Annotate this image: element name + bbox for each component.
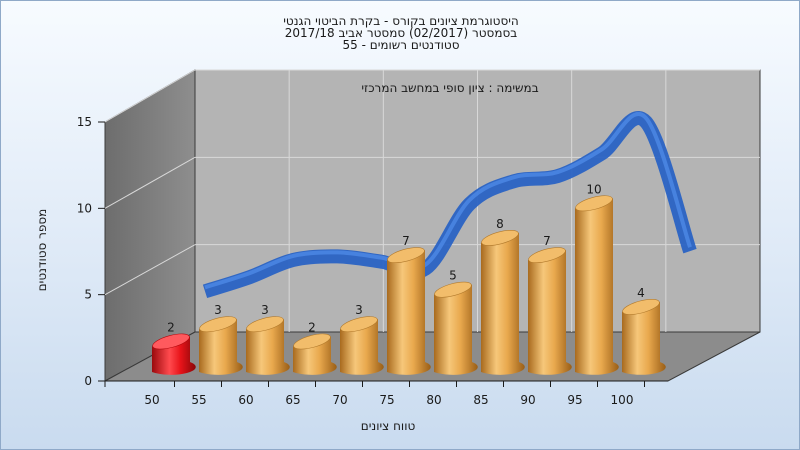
chart-subtitle: במשימה : ציון סופי במחשב המרכזי <box>361 81 538 95</box>
bar: 3 <box>199 303 243 375</box>
bar: 7 <box>528 234 572 375</box>
bar-top <box>575 195 613 212</box>
bar-body <box>528 250 572 375</box>
bar: 8 <box>481 217 525 375</box>
bar-value-label: 7 <box>543 234 551 248</box>
bar-top <box>528 247 566 264</box>
bar-value-label: 5 <box>449 269 457 283</box>
bar: 3 <box>246 303 290 375</box>
chart-title-line-1: היסטוגרמת ציונים בקורס - בקרת הביטוי הגנ… <box>283 14 519 28</box>
gridlines <box>104 69 760 332</box>
trend-ribbon <box>202 111 697 299</box>
bar: 7 <box>387 234 431 375</box>
bar-top <box>481 229 519 246</box>
x-tick-label: 50 <box>144 393 159 407</box>
bar-body <box>481 232 525 375</box>
chart-title-line-3: סטודנטים רשומים - 55 <box>342 38 460 52</box>
trend-line <box>202 111 697 299</box>
bar-top <box>246 316 284 333</box>
x-tick-label: 75 <box>379 393 394 407</box>
bar-value-label: 3 <box>261 303 269 317</box>
bar: 5 <box>434 269 478 375</box>
chart-title-line-2: בסמסטר (02/2017) סמסטר אביב 2017/18 <box>284 26 518 40</box>
x-tick-label: 100 <box>611 393 634 407</box>
bar-top <box>434 281 472 298</box>
bar-value-label: 4 <box>637 286 645 300</box>
trend-line-highlight <box>204 112 692 290</box>
gridline-side <box>104 69 196 123</box>
y-tick-label: 0 <box>84 374 92 388</box>
bar-value-label: 3 <box>214 303 222 317</box>
bar: 10 <box>575 182 619 375</box>
bar-value-label: 8 <box>496 217 504 231</box>
bar-body <box>199 319 243 375</box>
bar: 4 <box>622 286 666 375</box>
bar-value-label: 3 <box>355 303 363 317</box>
y-tick-label: 10 <box>77 201 92 215</box>
bar-top <box>199 316 237 333</box>
bars: 2 3 3 2 3 7 5 8 7 10 4 <box>152 182 666 375</box>
bar-value-label: 2 <box>167 320 175 334</box>
bar-top <box>152 333 190 350</box>
x-tick-label: 80 <box>426 393 441 407</box>
gridline-side <box>104 156 196 209</box>
x-tick-label: 60 <box>238 393 253 407</box>
bar: 3 <box>340 303 384 375</box>
bar-top <box>293 333 331 350</box>
y-tick-label: 5 <box>84 288 92 302</box>
x-tick-label: 65 <box>285 393 300 407</box>
bar-top <box>387 247 425 264</box>
bar: 2 <box>293 320 337 375</box>
x-tick-label: 90 <box>520 393 535 407</box>
gridline-side <box>104 244 196 296</box>
bar-body <box>387 250 431 375</box>
x-tick-label: 70 <box>332 393 347 407</box>
bar-body <box>575 198 619 375</box>
x-tick-label: 85 <box>473 393 488 407</box>
y-axis: 0 5 10 15 <box>77 115 105 388</box>
x-tick-label: 95 <box>567 393 582 407</box>
x-axis-label: טווח ציונים <box>361 419 416 433</box>
x-axis: 50 55 60 65 70 75 80 85 90 95 100 <box>104 380 668 407</box>
x-tick-label: 55 <box>191 393 206 407</box>
bar-body <box>434 284 478 375</box>
y-axis-label: מספר סטודנטים <box>35 209 49 292</box>
y-tick-label: 15 <box>77 115 92 129</box>
bar-top <box>622 299 660 315</box>
bar-body <box>340 319 384 375</box>
bar-body <box>246 319 290 375</box>
bar-value-label: 2 <box>308 320 316 334</box>
bar-value-label: 10 <box>586 182 601 196</box>
bar-top <box>340 316 378 333</box>
bar: 2 <box>152 320 196 375</box>
bar-body <box>622 301 666 375</box>
bar-value-label: 7 <box>402 234 410 248</box>
